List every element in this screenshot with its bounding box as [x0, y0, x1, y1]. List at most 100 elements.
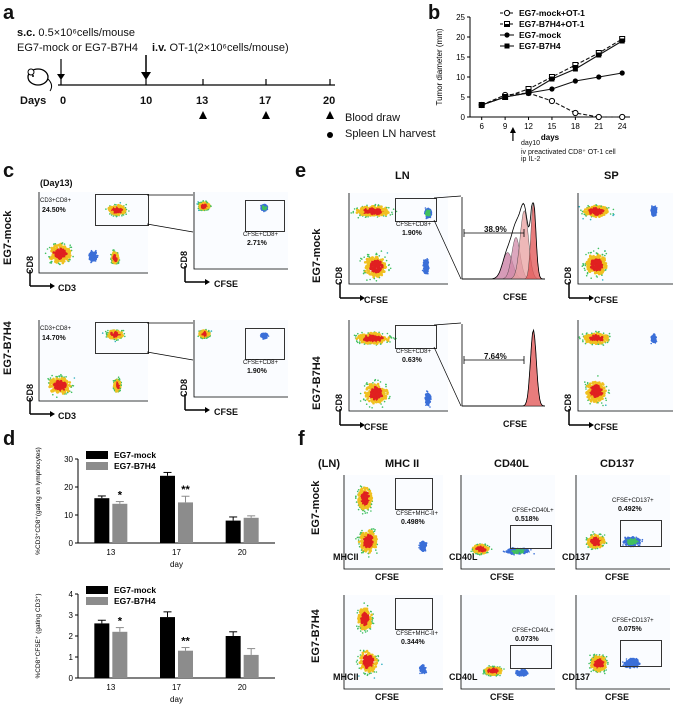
- f-ax-cfse: CFSE: [490, 572, 515, 582]
- b-xtick-label: 21: [594, 122, 603, 131]
- b-point-fill: [526, 89, 532, 92]
- c-ax-cd8: CD8: [25, 255, 36, 275]
- d-legend-swatch: [86, 462, 108, 470]
- b-point: [619, 38, 625, 44]
- b-point: [572, 78, 578, 84]
- b-point: [548, 97, 556, 105]
- f-dotplot-cd40l-mock: [460, 475, 555, 570]
- b-xtick-label: 15: [547, 122, 556, 131]
- b-legend-marker: [504, 32, 510, 38]
- f-col-mhc: MHC II: [385, 458, 420, 470]
- c-gate-cd3cd8-b7h4: [95, 322, 149, 354]
- c-gate-label: CD3+CD8+: [40, 198, 72, 204]
- d-bar: [94, 623, 110, 678]
- d-xtick-label: 20: [238, 683, 247, 692]
- e-hist-pct: 38.9%: [484, 225, 507, 234]
- d-ytick-label: 20: [64, 483, 73, 492]
- hist-outline: [462, 202, 545, 280]
- c-gate-cfse-b7h4: [245, 328, 285, 360]
- b-annotation-3: ip IL-2: [521, 156, 541, 163]
- c-row-label-1: EG7-mock: [2, 210, 14, 265]
- b-point: [526, 90, 532, 96]
- f-row-label-2: EG7-B7H4: [310, 609, 322, 663]
- b-point: [619, 70, 625, 76]
- e-ax-cd8: CD8: [334, 393, 345, 413]
- f-ax-cd40l: CD40L: [449, 552, 478, 562]
- c-ax-cd8: CD8: [179, 378, 190, 398]
- b-point: [595, 113, 602, 121]
- blood-draw-marker: [262, 111, 270, 119]
- d-ytick-label: 0: [69, 539, 74, 548]
- e-gate-label: CFSE+CD8+: [396, 349, 432, 355]
- d-significance: **: [181, 636, 190, 648]
- d-bar: [94, 498, 110, 543]
- c-ax-cfse: CFSE: [214, 407, 239, 417]
- d-xtick-label: 17: [172, 683, 181, 692]
- d-ylabel: %CD3⁺CD8⁺(gating on lymphocytes): [35, 447, 42, 555]
- b-point: [596, 52, 602, 58]
- d-bar: [178, 502, 193, 543]
- b-legend-marker: [503, 9, 511, 17]
- day-tick: 20: [323, 95, 336, 107]
- blood-draw-marker: [199, 111, 207, 119]
- legend-blood-draw: Blood draw: [345, 112, 401, 124]
- f-dotplot-mhc-mock: [343, 475, 443, 570]
- c-dotplot-cfse-cd8-b7h4: [193, 320, 288, 398]
- hist-peak: [462, 329, 546, 407]
- d-bar-chart-cd8cfse: 0 1 2 3 4 %CD8⁺CFSE⁺ (gating CD3⁺) day 13 * 17 ** 2…: [35, 585, 275, 704]
- e-col-ln: LN: [395, 170, 410, 182]
- c-dotplot-cd3-cd8-b7h4: [38, 320, 148, 402]
- f-gate-mhc-mock: [395, 478, 433, 510]
- d-xlabel: day: [170, 560, 183, 569]
- c-ax-cd3: CD3: [58, 283, 77, 293]
- f-gate-mhc-b7h4: [395, 598, 433, 630]
- b-xlabel: days: [541, 133, 560, 142]
- d-bar: [225, 636, 241, 678]
- d-legend-swatch: [86, 451, 108, 459]
- f-ax-mhc: MHCII: [333, 672, 359, 682]
- e-gate-pct: 1.90%: [402, 230, 422, 237]
- e-col-sp: SP: [604, 170, 619, 182]
- f-row-label-1: EG7-mock: [310, 480, 322, 535]
- e-histogram-b7h4: [461, 324, 546, 407]
- sc-cells: EG7-mock or EG7-B7H4: [17, 42, 139, 54]
- panel-label-e: e: [295, 160, 307, 182]
- f-gate-pct: 0.344%: [401, 639, 425, 646]
- panel-label-b: b: [428, 2, 441, 24]
- f-ax-cfse: CFSE: [490, 692, 515, 702]
- b-legend-label: EG7-mock+OT-1: [519, 8, 585, 18]
- iv-label: i.v.: [152, 42, 167, 54]
- d-ylabel: %CD8⁺CFSE⁺ (gating CD3⁺): [35, 593, 42, 678]
- b-legend-label: EG7-mock: [519, 30, 561, 40]
- e-gate-ln-mock: [395, 198, 437, 222]
- c-gate-label: CFSE+CD8+: [243, 360, 279, 366]
- day-tick: 13: [196, 95, 209, 107]
- b-xtick-label: 24: [618, 122, 627, 131]
- c-gate-label: CFSE+CD8+: [243, 232, 279, 238]
- e-row-label-2: EG7-B7H4: [311, 356, 323, 410]
- day-tick: 0: [60, 95, 67, 107]
- d-xtick-label: 17: [172, 548, 181, 557]
- b-point: [572, 66, 578, 72]
- b-xtick-label: 18: [571, 122, 580, 131]
- c-ax-cd8: CD8: [179, 250, 190, 270]
- c-gate-pct: 1.90%: [247, 368, 267, 375]
- e-dotplot-sp-b7h4: [577, 320, 673, 412]
- f-ax-cfse: CFSE: [375, 692, 400, 702]
- f-ax-cfse: CFSE: [605, 572, 630, 582]
- e-row-label-1: EG7-mock: [311, 228, 323, 283]
- d-legend-label: EG7-mock: [114, 450, 156, 460]
- e-hist-ax-cfse: CFSE: [503, 292, 528, 302]
- c-row-label-2: EG7-B7H4: [2, 321, 14, 375]
- mouse-icon: [27, 68, 53, 92]
- b-xtick-label: 6: [479, 122, 484, 131]
- d-legend-label: EG7-B7H4: [114, 596, 156, 606]
- d-bar: [160, 475, 175, 543]
- b-point: [549, 86, 555, 92]
- panel-label-f: f: [298, 428, 305, 450]
- timeline-graphic: [27, 55, 335, 138]
- f-gate-label: CFSE+MHC-II+: [396, 511, 439, 517]
- f-gate-label: CFSE+CD40L+: [512, 628, 554, 634]
- b-injection-arrowhead: [509, 127, 516, 133]
- f-gate-cd137-b7h4: [620, 640, 662, 667]
